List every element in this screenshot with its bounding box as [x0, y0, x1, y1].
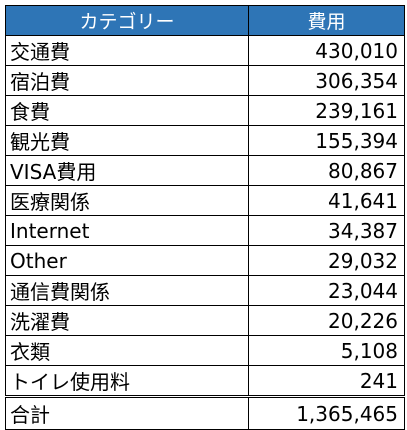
total-label: 合計	[5, 395, 249, 430]
category-cell: 観光費	[5, 125, 249, 156]
category-cell: 衣類	[5, 335, 249, 366]
table-row: 観光費 155,394	[5, 125, 405, 156]
cost-cell: 34,387	[248, 215, 405, 246]
table-row: VISA費用 80,867	[5, 155, 405, 186]
cost-cell: 306,354	[248, 65, 405, 96]
category-cell: 宿泊費	[5, 65, 249, 96]
table-row: 通信費関係 23,044	[5, 275, 405, 306]
total-row: 合計 1,365,465	[5, 395, 405, 430]
category-cell: トイレ使用料	[5, 365, 249, 397]
table-row: Internet 34,387	[5, 215, 405, 246]
cost-cell: 41,641	[248, 185, 405, 216]
expense-table: カテゴリー 費用 交通費 430,010 宿泊費 306,354 食費 239,…	[5, 5, 405, 430]
cost-cell: 5,108	[248, 335, 405, 366]
cost-cell: 80,867	[248, 155, 405, 186]
cost-cell: 241	[248, 365, 405, 397]
table-row: 食費 239,161	[5, 95, 405, 126]
category-cell: Internet	[5, 215, 249, 246]
table-row: 宿泊費 306,354	[5, 65, 405, 96]
table-row: Other 29,032	[5, 245, 405, 276]
table-row: 医療関係 41,641	[5, 185, 405, 216]
category-cell: 洗濯費	[5, 305, 249, 336]
table-row: 交通費 430,010	[5, 35, 405, 66]
total-cost: 1,365,465	[248, 395, 405, 430]
cost-cell: 239,161	[248, 95, 405, 126]
cost-cell: 430,010	[248, 35, 405, 66]
cost-cell: 29,032	[248, 245, 405, 276]
table-row: トイレ使用料 241	[5, 365, 405, 397]
cost-cell: 155,394	[248, 125, 405, 156]
header-row: カテゴリー 費用	[5, 5, 405, 36]
table-row: 洗濯費 20,226	[5, 305, 405, 336]
category-header: カテゴリー	[5, 5, 249, 36]
expense-table-container: カテゴリー 費用 交通費 430,010 宿泊費 306,354 食費 239,…	[5, 5, 405, 430]
category-cell: 通信費関係	[5, 275, 249, 306]
cost-header: 費用	[248, 5, 405, 36]
category-cell: 食費	[5, 95, 249, 126]
cost-cell: 20,226	[248, 305, 405, 336]
category-cell: 交通費	[5, 35, 249, 66]
category-cell: Other	[5, 245, 249, 276]
category-cell: VISA費用	[5, 155, 249, 186]
cost-cell: 23,044	[248, 275, 405, 306]
category-cell: 医療関係	[5, 185, 249, 216]
table-row: 衣類 5,108	[5, 335, 405, 366]
